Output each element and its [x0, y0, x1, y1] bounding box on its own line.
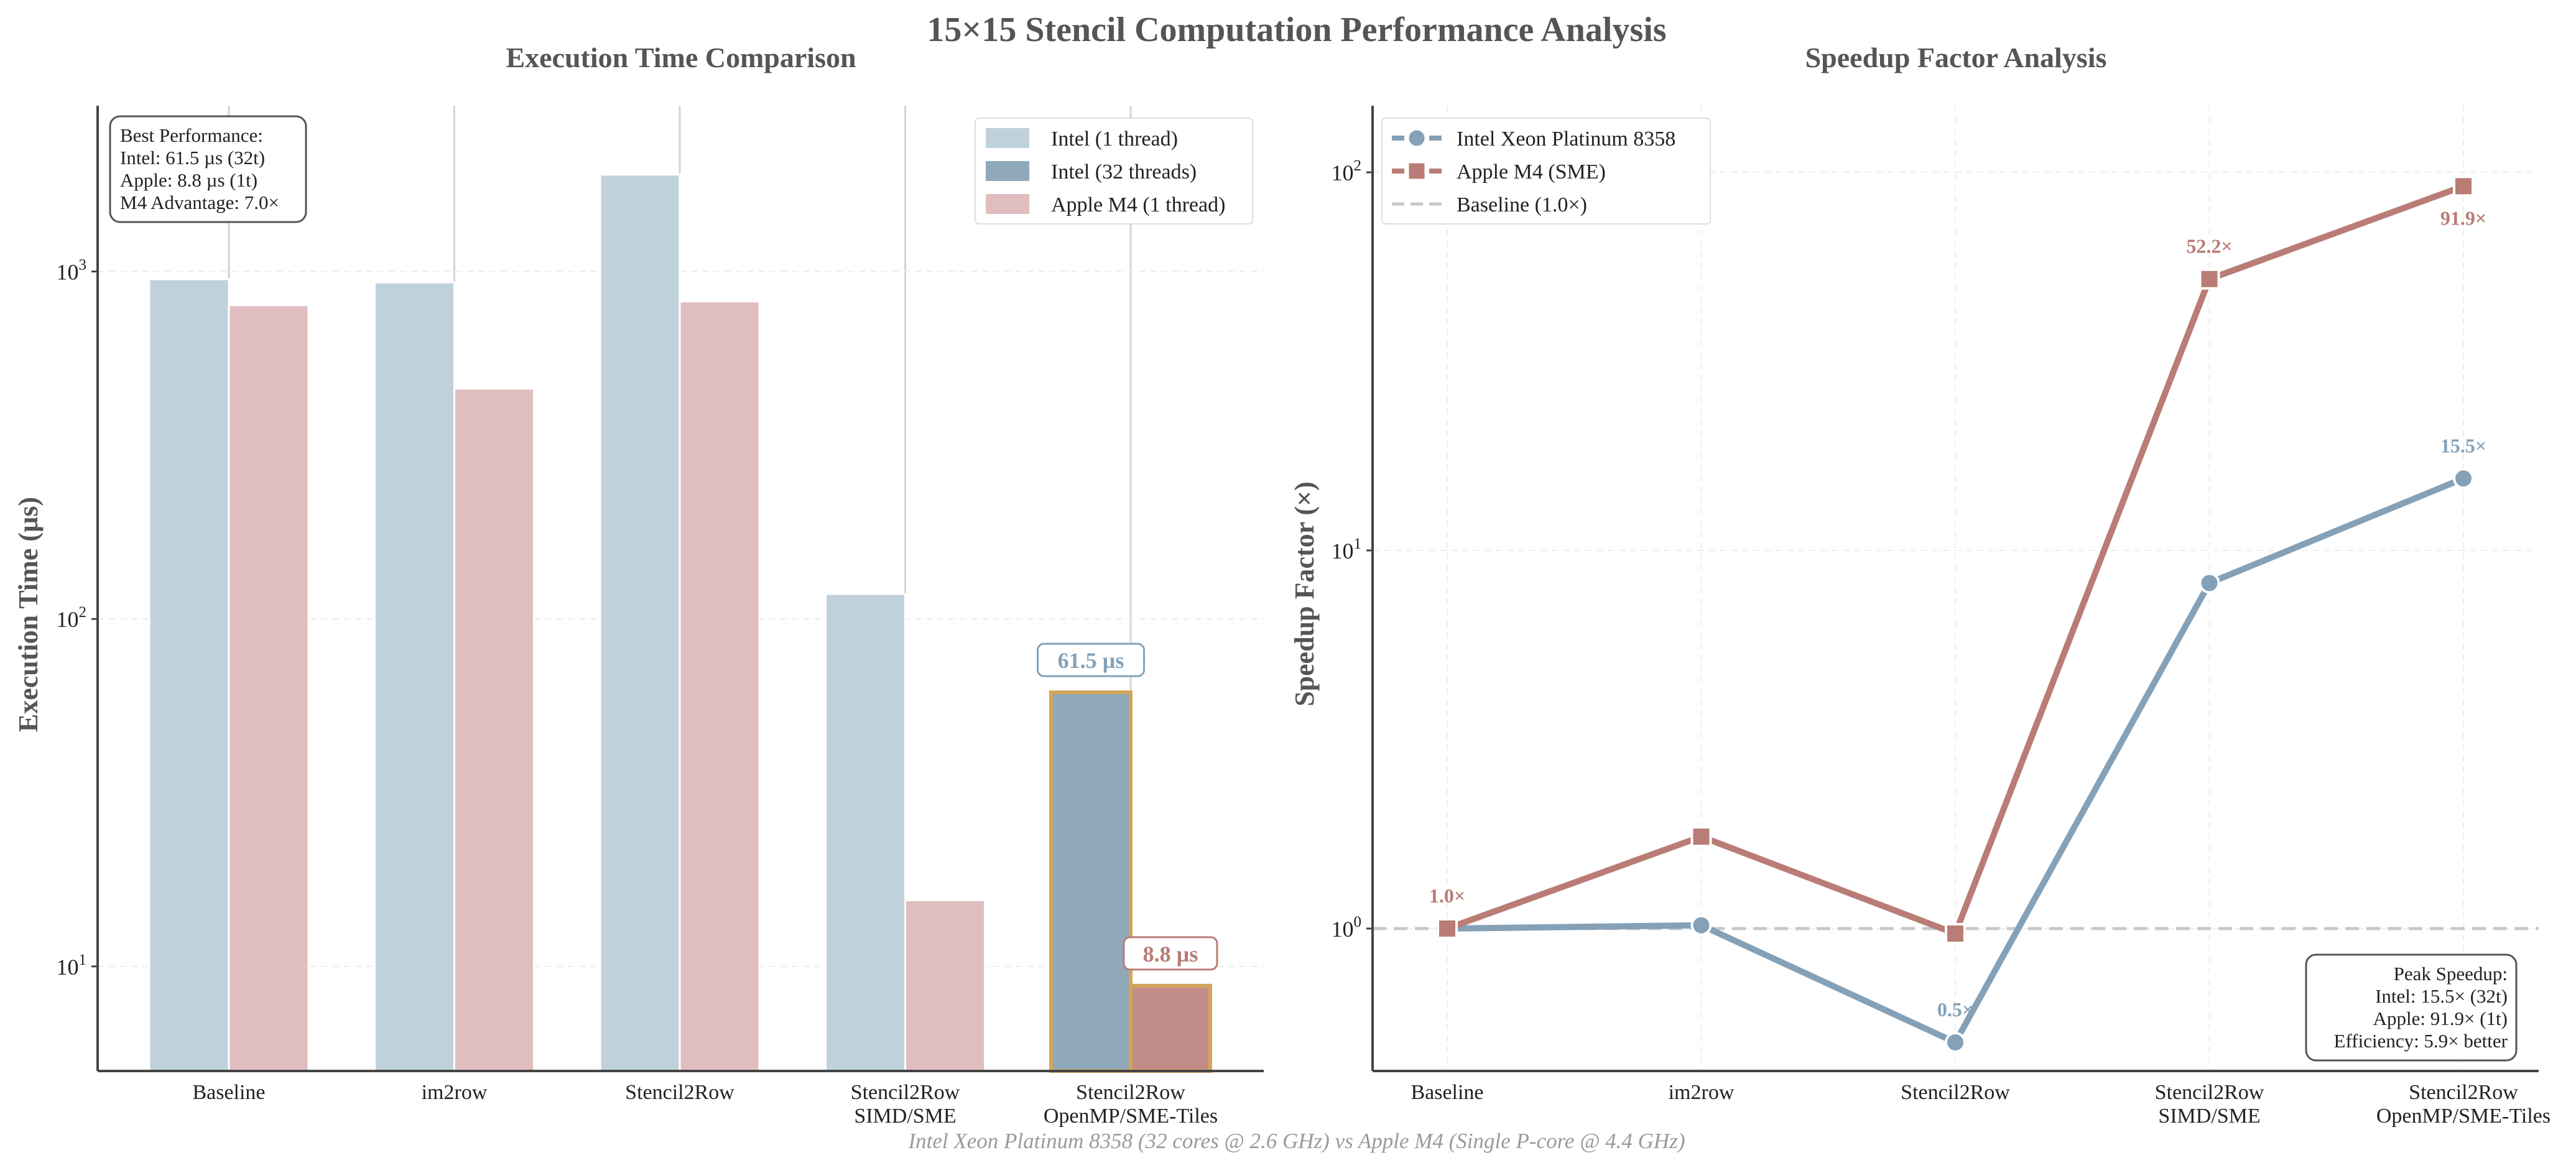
- annotation-box: [109, 115, 307, 223]
- legend-swatch: [986, 194, 1029, 214]
- legend-label: Baseline (1.0×): [1457, 193, 1587, 216]
- bar-intel-32t: [1049, 690, 1133, 1073]
- point-apple: [1437, 917, 1458, 939]
- legend-swatch: [986, 128, 1029, 148]
- y-tick-label: 101: [57, 952, 87, 980]
- legend-box: [1381, 118, 1711, 225]
- annotation-box: [2305, 953, 2518, 1062]
- data-label-box: [1123, 936, 1218, 971]
- left-chart-title: Execution Time Comparison: [506, 42, 856, 73]
- bar-intel-1t: [148, 278, 230, 1072]
- speedup-factor-chart: Speedup Factor Analysis Speedup Factor (…: [1289, 42, 2551, 1128]
- annotation-line: Intel: 15.5× (32t): [2375, 985, 2508, 1007]
- x-tick-label: Stencil2Row SIMD/SME: [851, 1081, 960, 1128]
- point-intel: [2453, 468, 2474, 489]
- x-tick-label: im2row: [422, 1081, 488, 1104]
- legend-swatch: [986, 161, 1029, 181]
- data-label: 1.0×: [1429, 884, 1465, 907]
- bar-apple: [1129, 983, 1212, 1073]
- annotation-line: Intel: 61.5 µs (32t): [120, 147, 265, 169]
- legend-label: Intel (1 thread): [1051, 128, 1178, 151]
- annotation-line: Apple: 91.9× (1t): [2373, 1008, 2508, 1029]
- bar-intel-1t: [599, 174, 681, 1072]
- y-tick-label: 101: [1332, 536, 1362, 563]
- bar-apple: [904, 899, 986, 1072]
- x-tick-label: Stencil2Row OpenMP/SME-Tiles: [2376, 1081, 2551, 1128]
- annotation-line: Peak Speedup:: [2394, 963, 2508, 985]
- legend-box: [975, 118, 1253, 225]
- x-tick-label: Stencil2Row: [625, 1081, 734, 1104]
- bar-intel-1t: [374, 281, 455, 1072]
- annotation-line: Apple: 8.8 µs (1t): [120, 169, 257, 191]
- bar-apple: [228, 304, 310, 1072]
- y-tick-label: 103: [57, 257, 87, 285]
- bar-apple: [453, 387, 535, 1072]
- point-apple: [2198, 268, 2220, 290]
- legend-label: Apple M4 (1 thread): [1051, 193, 1225, 216]
- y-tick-label: 102: [57, 604, 87, 632]
- x-tick-label: Baseline: [192, 1081, 265, 1104]
- y-tick-label: 102: [1332, 157, 1362, 185]
- x-tick-label: Stencil2Row: [1901, 1081, 2010, 1104]
- point-apple: [1690, 826, 1712, 848]
- x-tick-label: Stencil2Row OpenMP/SME-Tiles: [1044, 1081, 1218, 1128]
- legend-label: Intel Xeon Platinum 8358: [1457, 128, 1675, 151]
- annotation-line: Best Performance:: [120, 124, 263, 146]
- point-intel: [1945, 1031, 1966, 1053]
- data-label: 52.2×: [2186, 235, 2232, 257]
- bar-apple: [679, 300, 761, 1072]
- x-tick-label: Baseline: [1411, 1081, 1483, 1104]
- bar-intel-1t: [825, 593, 906, 1072]
- right-chart-title: Speedup Factor Analysis: [1805, 42, 2107, 73]
- point-intel: [2198, 572, 2220, 594]
- execution-time-chart: Execution Time Comparison Execution Time…: [13, 42, 1264, 1128]
- data-label: 91.9×: [2440, 206, 2486, 229]
- data-label: 0.5×: [1937, 998, 1973, 1021]
- data-label: 15.5×: [2440, 434, 2486, 457]
- legend-marker: [1407, 161, 1427, 181]
- point-apple: [1945, 922, 1966, 944]
- x-tick-label: Stencil2Row SIMD/SME: [2155, 1081, 2264, 1128]
- annotation-line: M4 Advantage: 7.0×: [120, 192, 279, 213]
- annotation-line: Efficiency: 5.9× better: [2334, 1030, 2508, 1052]
- y-tick-label: 100: [1332, 914, 1362, 942]
- x-tick-label: im2row: [1669, 1081, 1735, 1104]
- figure-footer: Intel Xeon Platinum 8358 (32 cores @ 2.6…: [908, 1129, 1685, 1153]
- figure-title: 15×15 Stencil Computation Performance An…: [927, 11, 1666, 49]
- data-label-box: [1037, 642, 1145, 677]
- left-y-axis-label: Execution Time (µs): [13, 497, 44, 732]
- legend-label: Intel (32 threads): [1051, 160, 1197, 183]
- legend-label: Apple M4 (SME): [1457, 160, 1606, 183]
- data-label: 8.8 µs: [1143, 942, 1198, 967]
- point-apple: [2453, 175, 2474, 197]
- point-intel: [1690, 914, 1712, 936]
- right-y-axis-label: Speedup Factor (×): [1289, 481, 1320, 707]
- data-label: 61.5 µs: [1058, 648, 1124, 673]
- legend-marker: [1407, 128, 1427, 148]
